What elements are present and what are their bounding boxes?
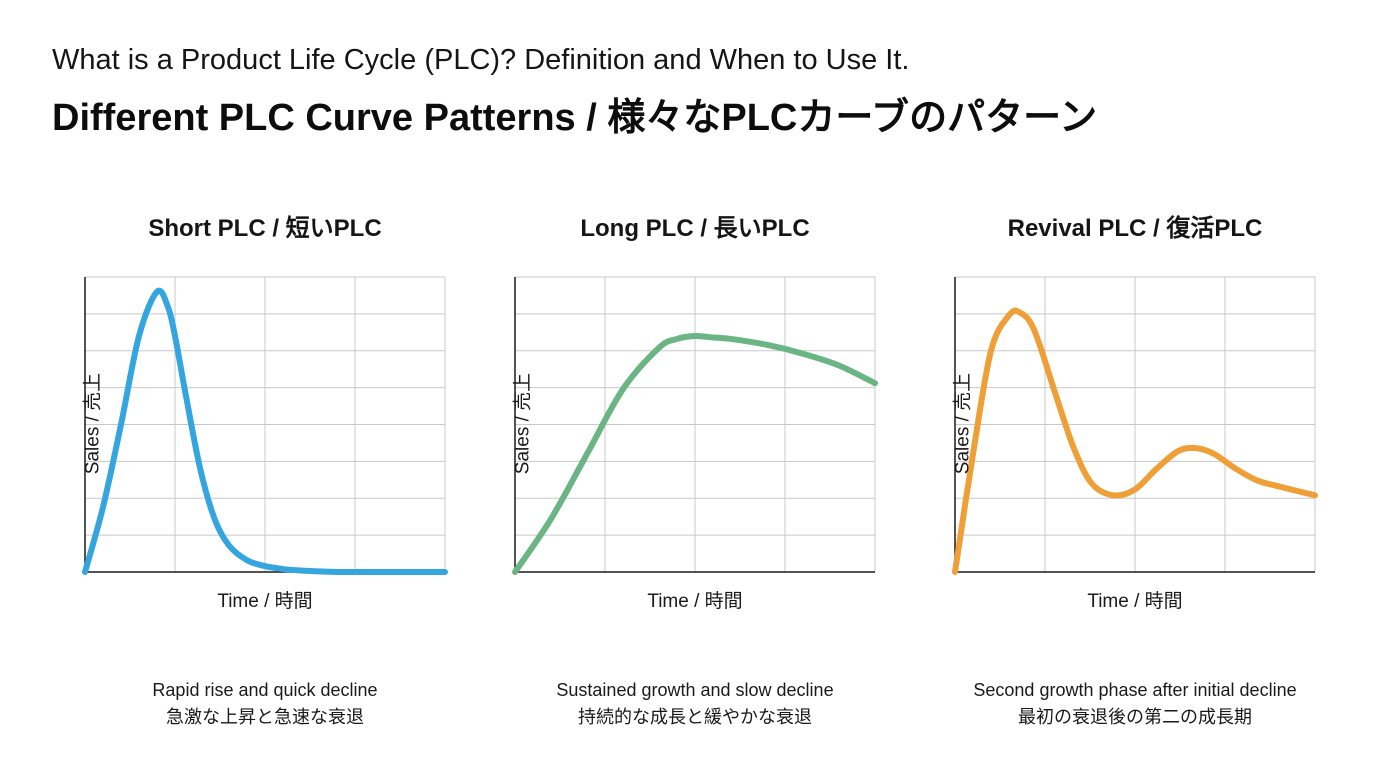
chart-title: Long PLC / 長いPLC — [580, 215, 810, 242]
series-line — [512, 332, 878, 575]
long-plc-panel: Long PLC / 長いPLC Sales / 売上 Time / 時間 Su… — [475, 0, 915, 768]
revival-plc-panel: Revival PLC / 復活PLC Sales / 売上 Time / 時間… — [915, 0, 1355, 768]
y-axis-label: Sales / 売上 — [82, 372, 104, 475]
page-subtitle: What is a Product Life Cycle (PLC)? Defi… — [52, 44, 910, 76]
x-axis-label: Time / 時間 — [647, 591, 743, 612]
description-english: Sustained growth and slow decline — [556, 680, 834, 700]
page-title: Different PLC Curve Patterns / 様々なPLCカーブ… — [52, 97, 1098, 139]
revival-plc-chart — [952, 276, 1318, 575]
chart-description: Sustained growth and slow decline 持続的な成長… — [475, 677, 915, 731]
description-japanese: 急激な上昇と急速な衰退 — [166, 707, 364, 727]
description-japanese: 最初の衰退後の第二の成長期 — [1018, 707, 1252, 727]
chart-description: Rapid rise and quick decline 急激な上昇と急速な衰退 — [45, 677, 485, 731]
y-axis-label: Sales / 売上 — [512, 372, 534, 475]
long-plc-chart — [512, 276, 878, 575]
x-axis-label: Time / 時間 — [1087, 591, 1183, 612]
description-japanese: 持続的な成長と緩やかな衰退 — [578, 707, 812, 727]
description-english: Rapid rise and quick decline — [152, 680, 378, 700]
x-axis-label: Time / 時間 — [217, 591, 313, 612]
short-plc-chart — [82, 276, 448, 575]
y-axis-label: Sales / 売上 — [952, 372, 974, 475]
chart-description: Second growth phase after initial declin… — [915, 677, 1355, 731]
chart-title: Revival PLC / 復活PLC — [1007, 215, 1263, 242]
series-line — [952, 307, 1318, 575]
short-plc-panel: Short PLC / 短いPLC Sales / 売上 Time / 時間 R… — [45, 0, 485, 768]
description-english: Second growth phase after initial declin… — [973, 680, 1297, 700]
chart-title: Short PLC / 短いPLC — [148, 215, 382, 242]
series-line — [82, 287, 448, 575]
